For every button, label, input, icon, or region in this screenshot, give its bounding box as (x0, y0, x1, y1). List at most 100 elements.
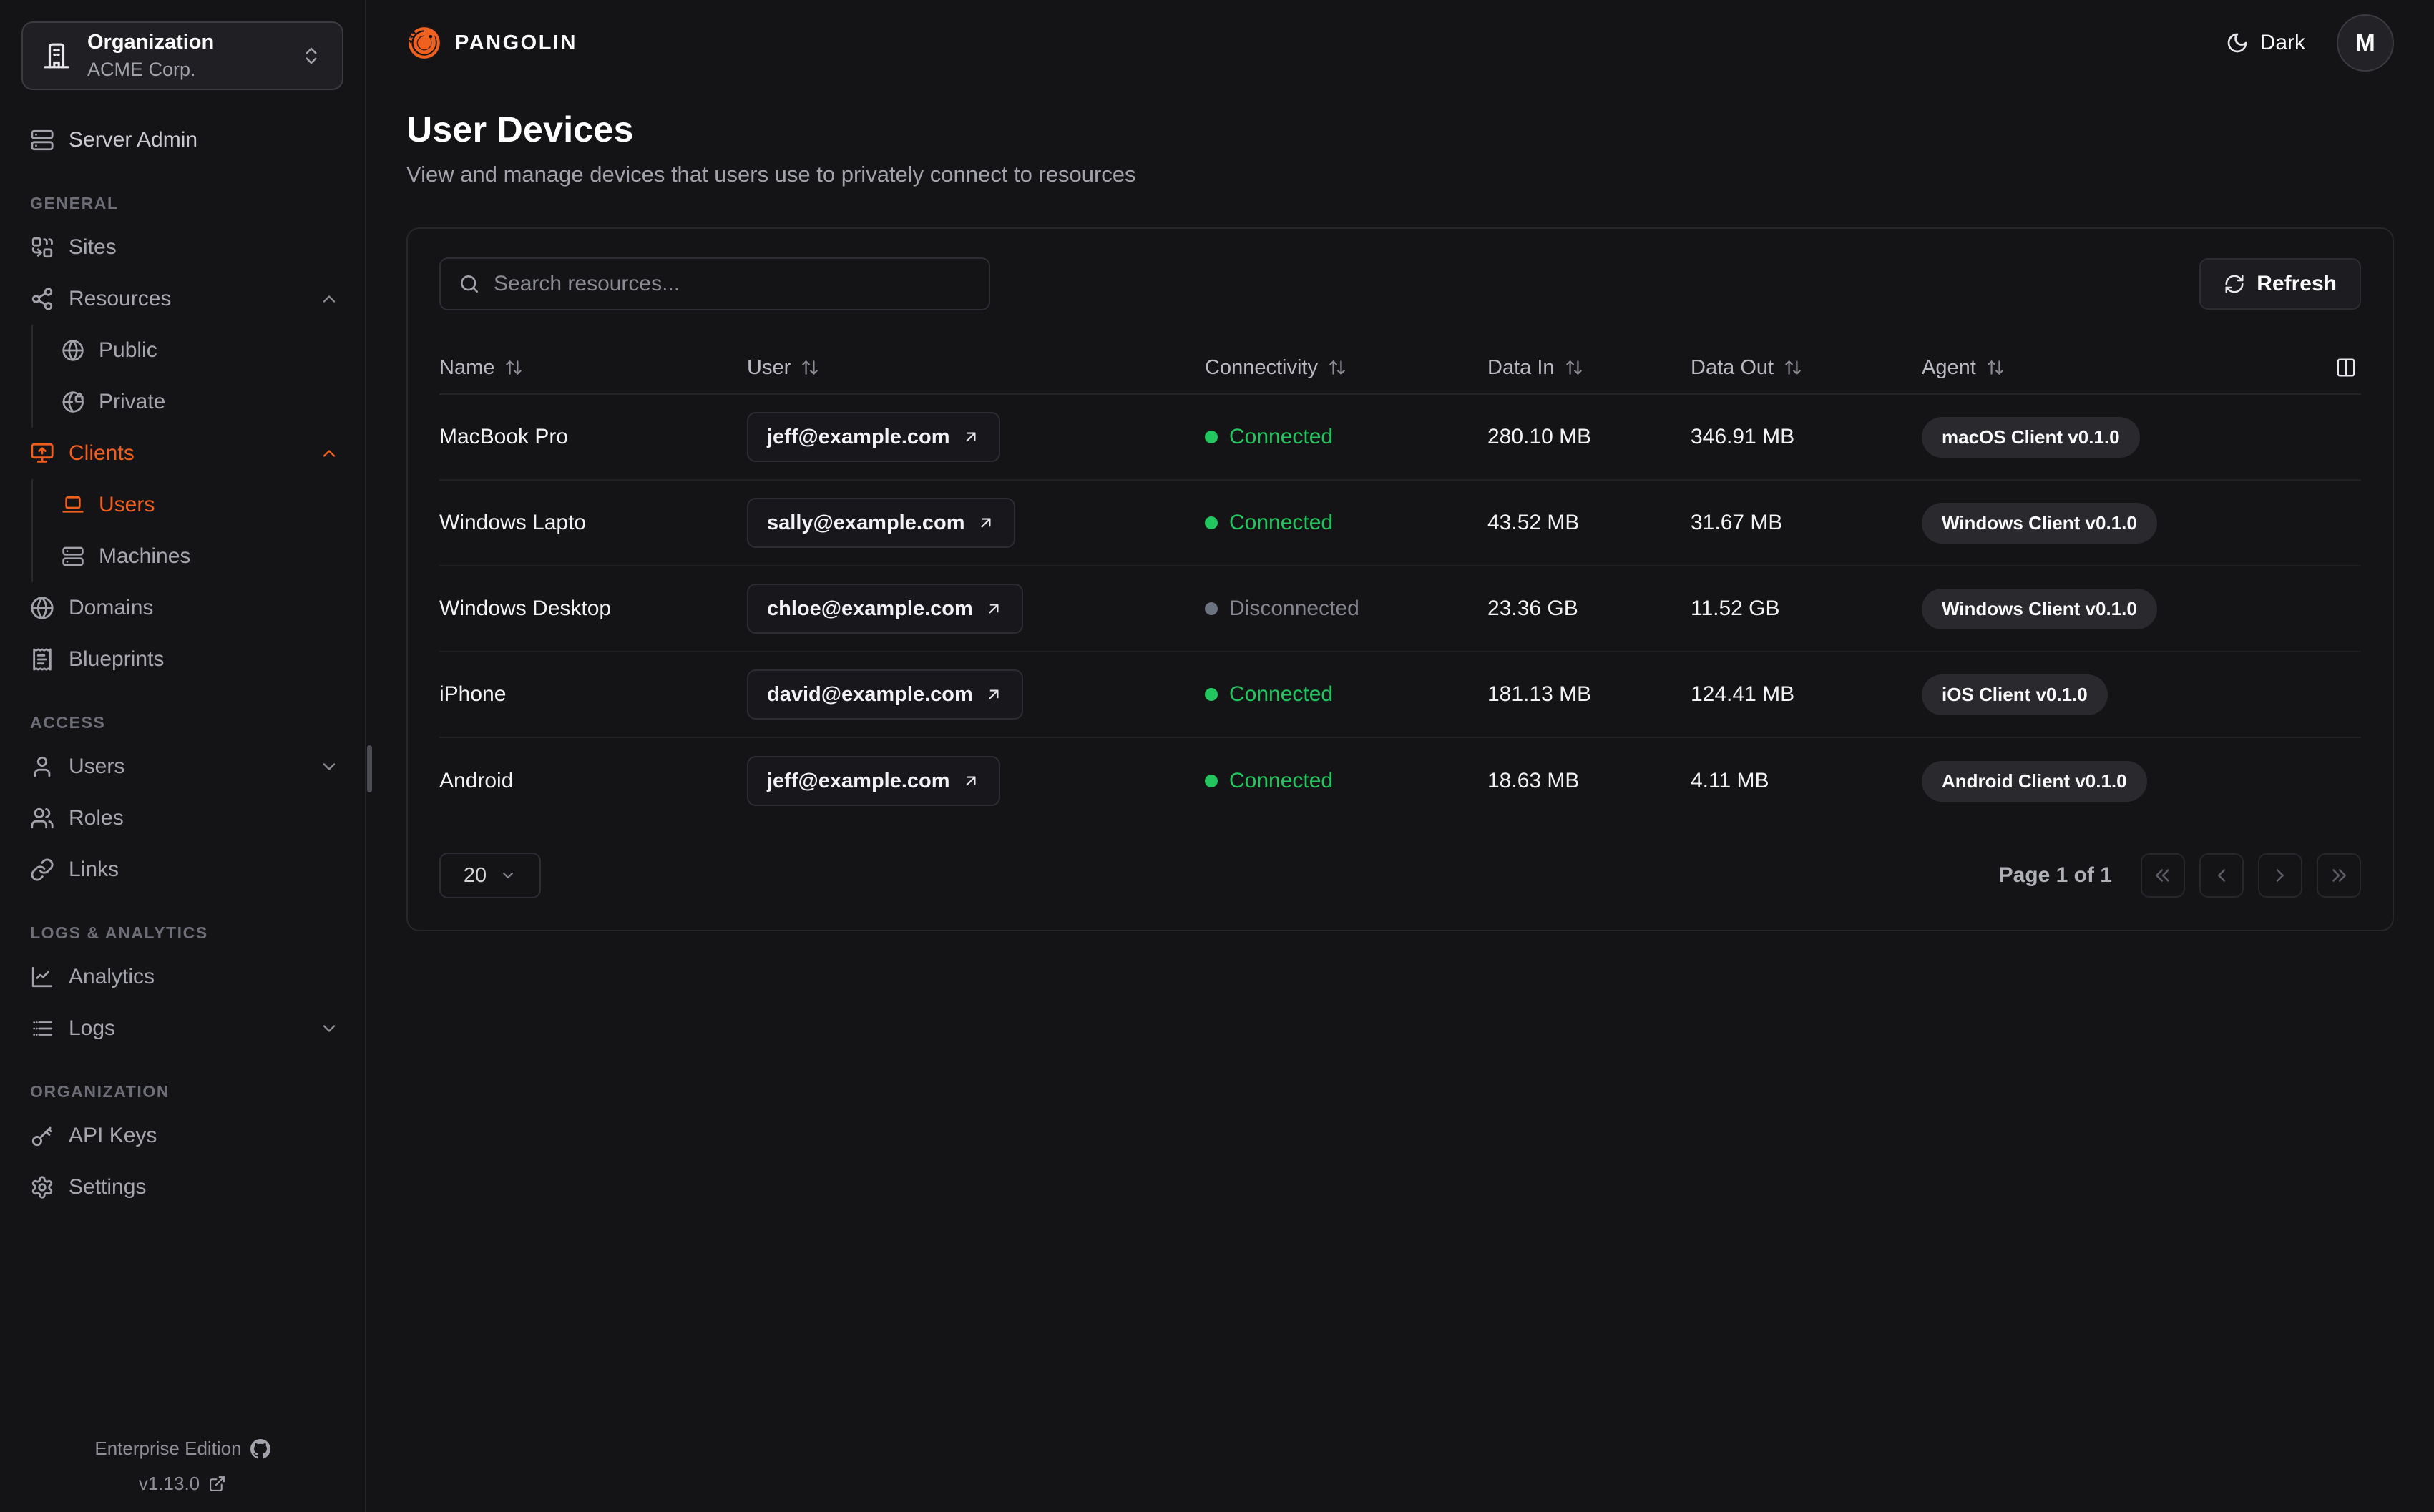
table-header: Name User Connectivity Data In Data Out … (439, 342, 2361, 393)
section-label-organization: ORGANIZATION (30, 1081, 170, 1101)
chevron-up-icon (319, 443, 339, 463)
sidebar-item-domains[interactable]: Domains (0, 582, 365, 634)
data-out-value: 11.52 GB (1691, 597, 1780, 620)
globe-lock-icon (62, 391, 84, 413)
column-header-user[interactable]: User (747, 356, 1205, 380)
edition-label: Enterprise Edition (94, 1438, 242, 1459)
arrow-up-right-icon (984, 599, 1003, 618)
column-header-data-out[interactable]: Data Out (1691, 356, 1922, 380)
card-footer: 20 Page 1 of 1 (439, 853, 2361, 898)
column-header-agent[interactable]: Agent (1922, 356, 2322, 380)
agent-badge: iOS Client v0.1.0 (1922, 674, 2108, 715)
user-link-button[interactable]: david@example.com (747, 669, 1023, 720)
top-bar: PANGOLIN Dark M (406, 0, 2394, 80)
sidebar: Organization ACME Corp. Server Admin GEN… (0, 0, 366, 1512)
laptop-icon (62, 494, 84, 516)
table-row: iPhone david@example.com Connected 181.1… (439, 652, 2361, 738)
sidebar-item-machines[interactable]: Machines (33, 531, 365, 582)
search-input[interactable] (494, 272, 972, 296)
theme-label: Dark (2259, 31, 2305, 54)
sidebar-item-clients[interactable]: Clients (0, 428, 365, 479)
list-icon (30, 1016, 54, 1041)
sidebar-item-server-admin[interactable]: Server Admin (0, 114, 365, 166)
device-name: MacBook Pro (439, 425, 569, 448)
sidebar-item-logs[interactable]: Logs (0, 1003, 365, 1054)
sidebar-item-links[interactable]: Links (0, 844, 365, 895)
pangolin-logo-icon (406, 25, 442, 61)
brand[interactable]: PANGOLIN (406, 25, 577, 61)
brand-name: PANGOLIN (455, 31, 577, 54)
clients-subnav: Users Machines (31, 479, 365, 582)
arrow-up-right-icon (962, 772, 980, 790)
connectivity-status: Disconnected (1205, 597, 1487, 621)
user-link-button[interactable]: jeff@example.com (747, 756, 1000, 806)
data-in-value: 18.63 MB (1487, 769, 1580, 792)
search-box (439, 257, 990, 310)
section-label-logs-analytics: LOGS & ANALYTICS (30, 923, 208, 942)
sort-icon (1565, 358, 1583, 377)
avatar[interactable]: M (2337, 14, 2394, 72)
user-link-button[interactable]: jeff@example.com (747, 412, 1000, 462)
key-icon (30, 1124, 54, 1148)
connectivity-status: Connected (1205, 769, 1487, 793)
sidebar-item-public[interactable]: Public (33, 325, 365, 376)
sidebar-item-client-users[interactable]: Users (33, 479, 365, 531)
sidebar-item-analytics[interactable]: Analytics (0, 951, 365, 1003)
refresh-icon (2224, 273, 2245, 295)
scrollbar-thumb[interactable] (367, 745, 372, 792)
moon-icon (2226, 31, 2249, 54)
building-icon (43, 42, 70, 69)
chevrons-up-down-icon (300, 45, 322, 67)
page-size-select[interactable]: 20 (439, 853, 541, 898)
section-label-access: ACCESS (30, 712, 106, 732)
sort-icon (1986, 358, 2005, 377)
sidebar-item-blueprints[interactable]: Blueprints (0, 634, 365, 685)
sidebar-item-private[interactable]: Private (33, 376, 365, 428)
sidebar-item-roles[interactable]: Roles (0, 792, 365, 844)
first-page-button[interactable] (2141, 853, 2185, 898)
org-value: ACME Corp. (87, 59, 196, 80)
table-row: Windows Desktop chloe@example.com Discon… (439, 566, 2361, 652)
arrow-up-right-icon (984, 685, 1003, 704)
sort-icon (504, 358, 523, 377)
sidebar-item-sites[interactable]: Sites (0, 222, 365, 273)
sidebar-item-users[interactable]: Users (0, 741, 365, 792)
resources-subnav: Public Private (31, 325, 365, 428)
status-dot (1205, 516, 1218, 529)
external-link-icon[interactable] (208, 1475, 226, 1493)
column-header-connectivity[interactable]: Connectivity (1205, 356, 1487, 380)
sites-icon (30, 235, 54, 260)
column-header-data-in[interactable]: Data In (1487, 356, 1691, 380)
theme-toggle[interactable]: Dark (2226, 31, 2305, 55)
user-icon (30, 755, 54, 779)
prev-page-button[interactable] (2199, 853, 2244, 898)
sidebar-item-settings[interactable]: Settings (0, 1162, 365, 1213)
github-icon[interactable] (250, 1438, 270, 1459)
device-name: Android (439, 769, 514, 792)
last-page-button[interactable] (2317, 853, 2361, 898)
column-header-name[interactable]: Name (439, 356, 747, 380)
chevron-down-icon (319, 1018, 339, 1039)
sort-icon (1784, 358, 1802, 377)
sidebar-item-resources[interactable]: Resources (0, 273, 365, 325)
refresh-button[interactable]: Refresh (2199, 258, 2361, 310)
receipt-icon (30, 647, 54, 672)
globe-icon (62, 339, 84, 362)
device-name: iPhone (439, 682, 507, 706)
data-out-value: 4.11 MB (1691, 769, 1769, 792)
user-link-button[interactable]: chloe@example.com (747, 584, 1023, 634)
data-out-value: 346.91 MB (1691, 425, 1795, 448)
table-row: MacBook Pro jeff@example.com Connected 2… (439, 395, 2361, 481)
link-icon (30, 858, 54, 882)
search-icon (458, 273, 481, 295)
data-in-value: 181.13 MB (1487, 682, 1592, 706)
next-page-button[interactable] (2258, 853, 2302, 898)
columns-toggle-button[interactable] (2331, 353, 2361, 383)
sidebar-item-api-keys[interactable]: API Keys (0, 1110, 365, 1162)
data-out-value: 31.67 MB (1691, 511, 1783, 534)
arrow-up-right-icon (962, 428, 980, 446)
server-icon (62, 545, 84, 568)
user-link-button[interactable]: sally@example.com (747, 498, 1015, 548)
org-selector[interactable]: Organization ACME Corp. (21, 21, 343, 90)
